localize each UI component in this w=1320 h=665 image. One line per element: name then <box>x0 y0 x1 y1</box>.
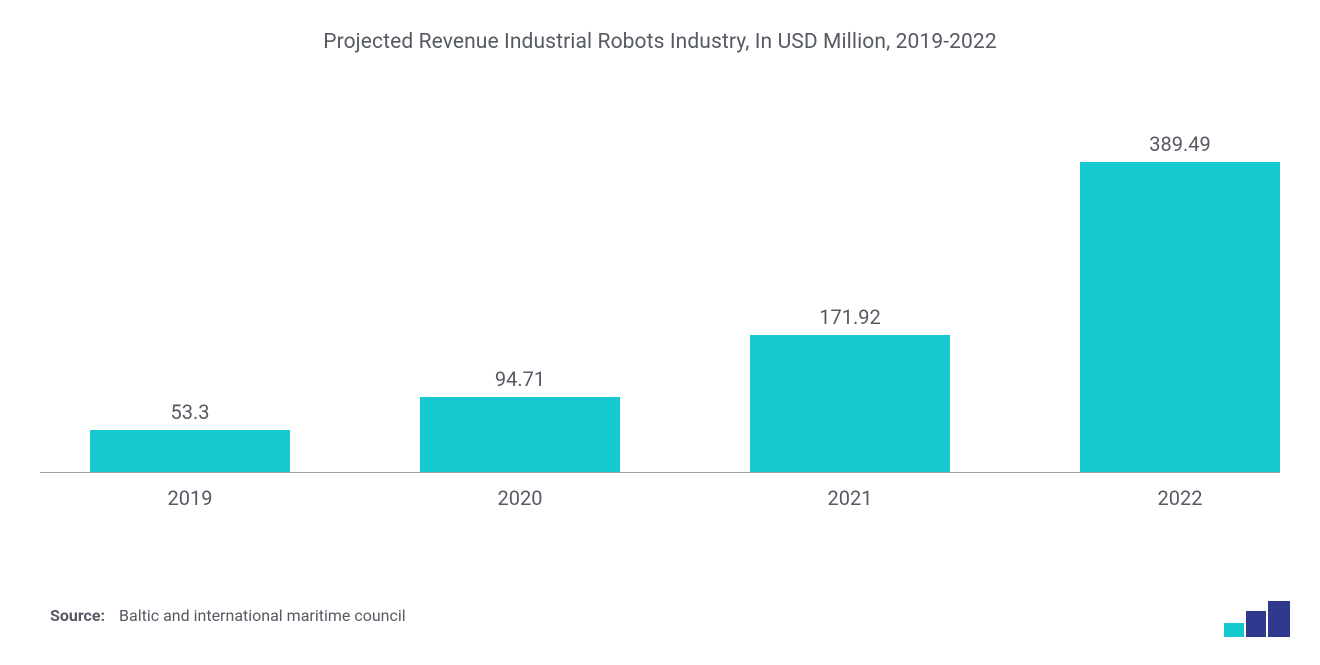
plot-area: 53.3 2019 94.71 2020 171.92 2021 389.49 2022 <box>40 74 1280 534</box>
bar <box>750 335 950 472</box>
bar-value-label: 389.49 <box>1080 132 1280 156</box>
logo-bar-3 <box>1268 601 1290 637</box>
logo-bar-2 <box>1246 611 1266 637</box>
brand-logo-icon <box>1224 601 1290 637</box>
bar <box>420 397 620 472</box>
bar-value-label: 171.92 <box>750 305 950 329</box>
bar-value-label: 94.71 <box>420 367 620 391</box>
source-key: Source: <box>50 606 105 625</box>
chart-container: Projected Revenue Industrial Robots Indu… <box>0 0 1320 665</box>
x-axis-label: 2021 <box>750 486 950 510</box>
source-line: Source: Baltic and international maritime… <box>50 606 406 625</box>
chart-title: Projected Revenue Industrial Robots Indu… <box>40 30 1280 54</box>
bar <box>1080 162 1280 472</box>
chart-baseline <box>40 472 1280 473</box>
bar-value-label: 53.3 <box>90 400 290 424</box>
x-axis-label: 2022 <box>1080 486 1280 510</box>
logo-bar-1 <box>1224 623 1244 637</box>
x-axis-label: 2020 <box>420 486 620 510</box>
source-value: Baltic and international maritime counci… <box>119 606 406 625</box>
bar <box>90 430 290 472</box>
x-axis-label: 2019 <box>90 486 290 510</box>
